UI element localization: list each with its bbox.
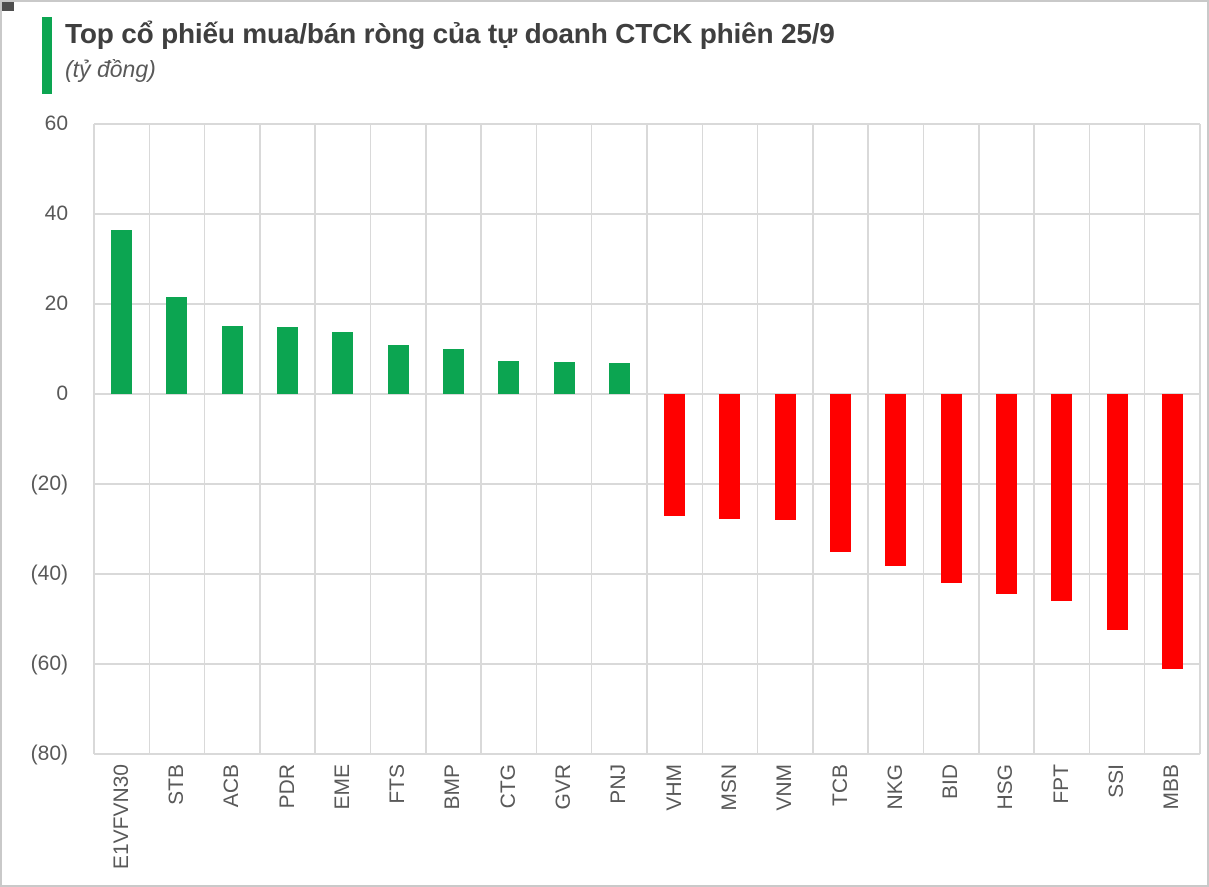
x-tick-label: BID bbox=[939, 764, 963, 800]
x-tick-label: GVR bbox=[552, 764, 576, 810]
v-gridline bbox=[978, 124, 980, 754]
x-tick-label: STB bbox=[164, 764, 188, 805]
x-tick-label: NKG bbox=[883, 764, 907, 810]
h-gridline bbox=[94, 753, 1200, 755]
v-gridline bbox=[646, 124, 648, 754]
bar bbox=[664, 394, 686, 517]
y-tick-label: (80) bbox=[30, 742, 68, 765]
v-gridline bbox=[756, 124, 759, 754]
x-tick-label: MSN bbox=[717, 764, 741, 811]
v-gridline bbox=[812, 124, 814, 754]
v-gridline bbox=[1033, 124, 1035, 754]
bar bbox=[719, 394, 741, 519]
x-tick-label: SSI bbox=[1105, 764, 1129, 798]
corner-handle bbox=[2, 2, 14, 11]
v-gridline bbox=[93, 124, 95, 754]
v-gridline bbox=[590, 124, 593, 754]
x-tick-label: FPT bbox=[1049, 764, 1073, 804]
v-gridline bbox=[148, 124, 151, 754]
v-gridline bbox=[701, 124, 704, 754]
x-tick-label: MBB bbox=[1160, 764, 1184, 810]
y-tick-label: (20) bbox=[30, 472, 68, 495]
v-gridline bbox=[922, 124, 925, 754]
bar bbox=[498, 361, 520, 394]
bar bbox=[1051, 394, 1073, 602]
x-tick-label: PDR bbox=[275, 764, 299, 809]
x-tick-label: HSG bbox=[994, 764, 1018, 810]
chart-title: Top cổ phiếu mua/bán ròng của tự doanh C… bbox=[65, 18, 835, 49]
y-tick-label: 60 bbox=[44, 112, 68, 135]
y-tick-label: (60) bbox=[30, 652, 68, 675]
v-gridline bbox=[203, 124, 206, 754]
v-gridline bbox=[314, 124, 316, 754]
x-tick-label: CTG bbox=[496, 764, 520, 809]
bar bbox=[995, 394, 1017, 595]
bar bbox=[387, 344, 409, 394]
v-gridline bbox=[1199, 124, 1201, 754]
x-tick-label: TCB bbox=[828, 764, 852, 806]
v-gridline bbox=[535, 124, 538, 754]
y-tick-label: 20 bbox=[44, 292, 68, 315]
bar bbox=[1161, 394, 1183, 669]
v-gridline bbox=[425, 124, 427, 754]
bar bbox=[111, 229, 133, 394]
v-gridline bbox=[1143, 124, 1146, 754]
v-gridline bbox=[259, 124, 261, 754]
bar bbox=[774, 394, 796, 521]
v-gridline bbox=[369, 124, 372, 754]
y-tick-label: 40 bbox=[44, 202, 68, 225]
x-tick-label: EME bbox=[330, 764, 354, 810]
x-tick-label: PNJ bbox=[607, 764, 631, 804]
v-gridline bbox=[480, 124, 482, 754]
bar bbox=[221, 325, 243, 394]
x-tick-label: VNM bbox=[773, 764, 797, 811]
bar bbox=[885, 394, 907, 567]
y-tick-label: (40) bbox=[30, 562, 68, 585]
x-tick-label: ACB bbox=[220, 764, 244, 808]
y-tick-label: 0 bbox=[56, 382, 68, 405]
bar bbox=[166, 297, 188, 394]
bar bbox=[608, 363, 630, 394]
bar bbox=[1106, 394, 1128, 631]
bar bbox=[442, 349, 464, 394]
bar bbox=[553, 361, 575, 394]
x-tick-label: BMP bbox=[441, 764, 465, 810]
x-tick-label: E1VFVN30 bbox=[109, 764, 133, 870]
chart-unit-label: (tỷ đồng) bbox=[65, 56, 156, 82]
bar bbox=[830, 394, 852, 553]
title-accent-bar bbox=[42, 17, 52, 94]
v-gridline bbox=[867, 124, 869, 754]
x-tick-label: VHM bbox=[662, 764, 686, 811]
x-tick-label: FTS bbox=[386, 764, 410, 804]
v-gridline bbox=[1088, 124, 1091, 754]
bar bbox=[277, 327, 299, 394]
bar bbox=[332, 331, 354, 394]
bar bbox=[940, 394, 962, 583]
